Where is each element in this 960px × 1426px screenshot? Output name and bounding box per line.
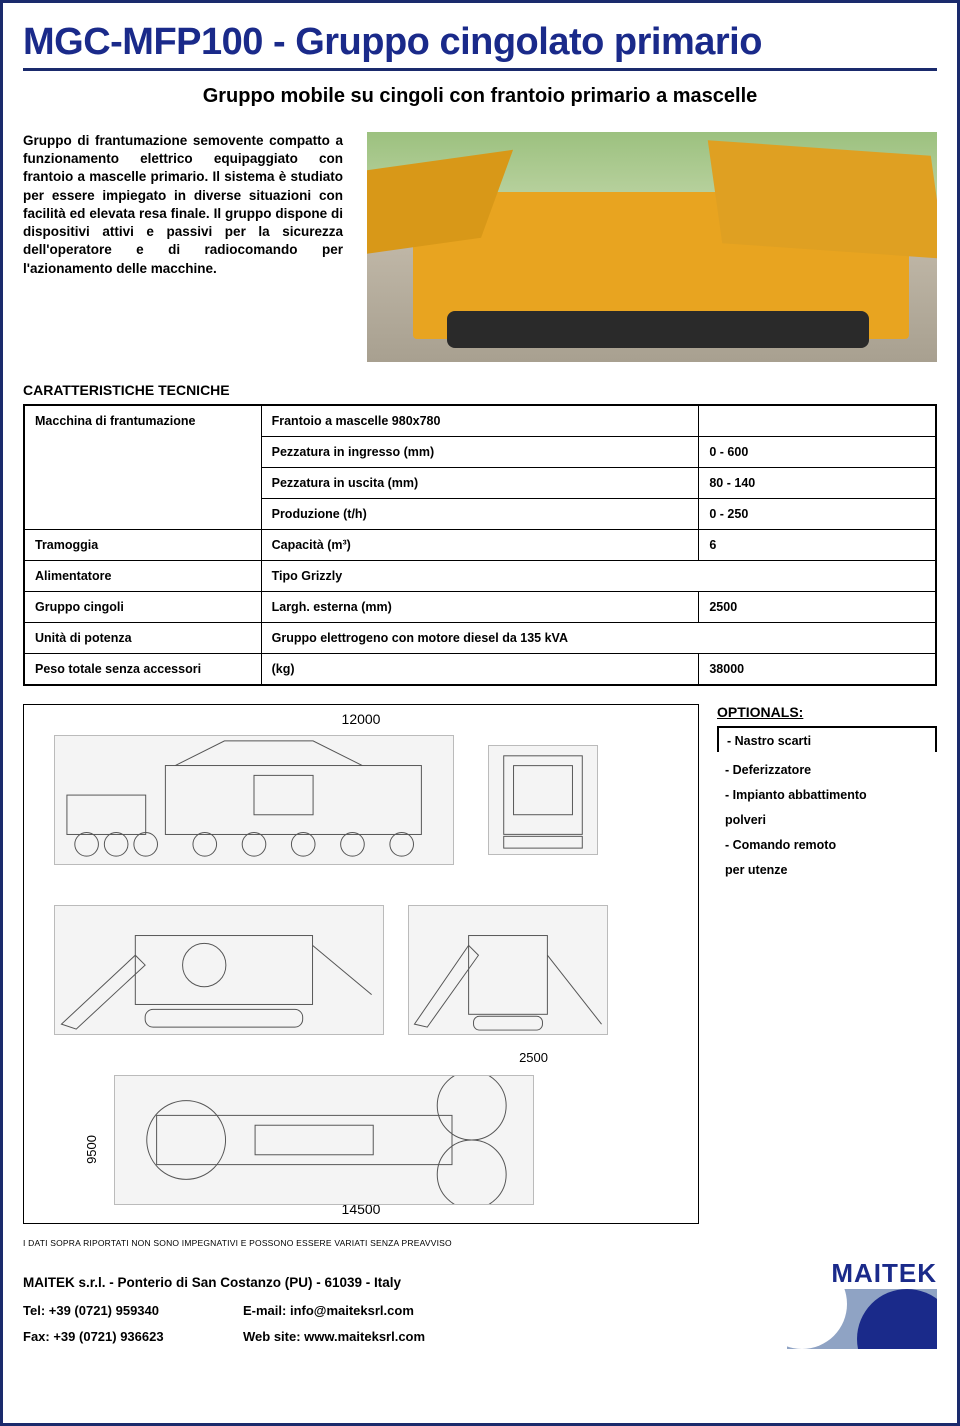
table-row: AlimentatoreTipo Grizzly xyxy=(24,561,936,592)
spec-param: Produzione (t/h) xyxy=(261,499,699,530)
email: E-mail: info@maiteksrl.com xyxy=(243,1299,503,1322)
technical-drawings: 12000 3300 3500 2500 9500 14500 xyxy=(23,704,699,1224)
spec-category: Unità di potenza xyxy=(24,623,261,654)
tel: Tel: +39 (0721) 959340 xyxy=(23,1299,243,1322)
footer: MAITEK s.r.l. - Ponterio di San Costanzo… xyxy=(23,1258,937,1348)
table-row: Macchina di frantumazioneFrantoio a masc… xyxy=(24,405,936,437)
spec-param: (kg) xyxy=(261,654,699,686)
optionals-first: - Nastro scarti xyxy=(717,726,937,752)
schematic-transport xyxy=(54,735,454,865)
schematic-top xyxy=(114,1075,534,1205)
optionals-item: - Comando remoto xyxy=(725,833,929,858)
footer-left: MAITEK s.r.l. - Ponterio di San Costanzo… xyxy=(23,1271,503,1348)
spec-param: Pezzatura in uscita (mm) xyxy=(261,468,699,499)
spec-value: Tipo Grizzly xyxy=(261,561,936,592)
page-subtitle: Gruppo mobile su cingoli con frantoio pr… xyxy=(23,85,937,108)
optionals-panel: OPTIONALS: - Nastro scarti - Deferizzato… xyxy=(717,704,937,1224)
schematic-front xyxy=(488,745,598,855)
table-row: TramoggiaCapacità (m³)6 xyxy=(24,530,936,561)
product-photo xyxy=(367,132,937,362)
intro-paragraph: Gruppo di frantumazione semovente compat… xyxy=(23,132,343,362)
spec-value: 0 - 600 xyxy=(699,437,936,468)
datasheet-page: MGC-MFP100 - Gruppo cingolato primario G… xyxy=(0,0,960,1426)
spec-category: Tramoggia xyxy=(24,530,261,561)
spec-category: Peso totale senza accessori xyxy=(24,654,261,686)
tracks-shape xyxy=(447,311,869,348)
spec-value xyxy=(699,405,936,437)
website: Web site: www.maiteksrl.com xyxy=(243,1325,503,1348)
logo-mark xyxy=(787,1289,937,1349)
spec-value: 80 - 140 xyxy=(699,468,936,499)
spec-param: Capacità (m³) xyxy=(261,530,699,561)
spec-value: 0 - 250 xyxy=(699,499,936,530)
optionals-item: - Impianto abbattimento xyxy=(725,783,929,808)
disclaimer: I DATI SOPRA RIPORTATI NON SONO IMPEGNAT… xyxy=(23,1238,937,1248)
optionals-item: per utenze xyxy=(725,858,929,883)
spec-value: Gruppo elettrogeno con motore diesel da … xyxy=(261,623,936,654)
spec-param: Largh. esterna (mm) xyxy=(261,592,699,623)
page-title: MGC-MFP100 - Gruppo cingolato primario xyxy=(23,21,937,71)
spec-category: Macchina di frantumazione xyxy=(24,405,261,530)
spec-param: Frantoio a mascelle 980x780 xyxy=(261,405,699,437)
specs-heading: CARATTERISTICHE TECNICHE xyxy=(23,382,937,398)
table-row: Unità di potenzaGruppo elettrogeno con m… xyxy=(24,623,936,654)
company-logo: MAITEK xyxy=(787,1258,937,1348)
table-row: Gruppo cingoliLargh. esterna (mm)2500 xyxy=(24,592,936,623)
footer-contacts: Tel: +39 (0721) 959340 E-mail: info@mait… xyxy=(23,1299,503,1348)
fax: Fax: +39 (0721) 936623 xyxy=(23,1325,243,1348)
optionals-item: - Deferizzatore xyxy=(725,758,929,783)
specs-table: Macchina di frantumazioneFrantoio a masc… xyxy=(23,404,937,686)
schematic-side xyxy=(54,905,384,1035)
intro-row: Gruppo di frantumazione semovente compat… xyxy=(23,132,937,362)
optionals-list: - Deferizzatore- Impianto abbattimentopo… xyxy=(717,752,937,889)
table-row: Peso totale senza accessori(kg)38000 xyxy=(24,654,936,686)
spec-category: Alimentatore xyxy=(24,561,261,592)
spec-category: Gruppo cingoli xyxy=(24,592,261,623)
drawings-and-optionals: 12000 3300 3500 2500 9500 14500 xyxy=(23,704,937,1224)
schematic-rear xyxy=(408,905,608,1035)
dimension-12000: 12000 xyxy=(342,711,381,727)
spec-param: Pezzatura in ingresso (mm) xyxy=(261,437,699,468)
optionals-heading: OPTIONALS: xyxy=(717,704,937,720)
spec-value: 6 xyxy=(699,530,936,561)
optionals-item: polveri xyxy=(725,808,929,833)
dimension-9500: 9500 xyxy=(84,1135,99,1164)
spec-value: 2500 xyxy=(699,592,936,623)
dimension-2500: 2500 xyxy=(519,1050,548,1065)
company-line: MAITEK s.r.l. - Ponterio di San Costanzo… xyxy=(23,1271,503,1295)
logo-text: MAITEK xyxy=(787,1258,937,1289)
spec-value: 38000 xyxy=(699,654,936,686)
